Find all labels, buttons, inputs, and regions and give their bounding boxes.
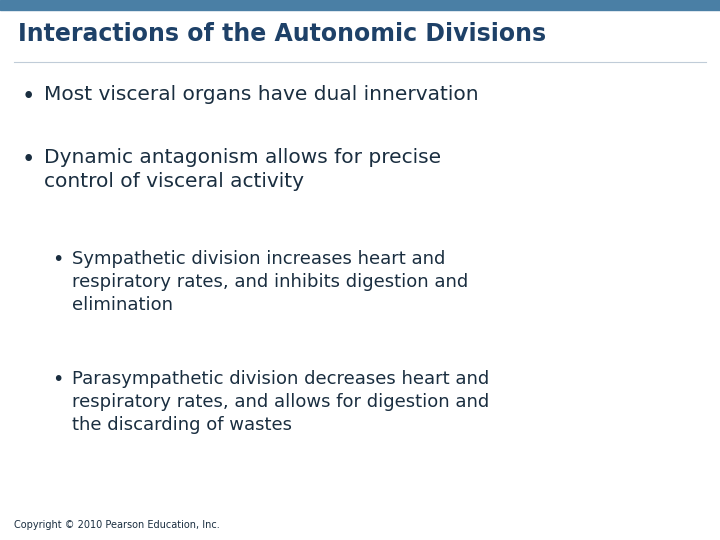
Text: Sympathetic division increases heart and
respiratory rates, and inhibits digesti: Sympathetic division increases heart and… — [72, 250, 468, 314]
Text: Interactions of the Autonomic Divisions: Interactions of the Autonomic Divisions — [18, 22, 546, 46]
Text: •: • — [52, 370, 63, 389]
Text: •: • — [22, 148, 35, 171]
Text: Parasympathetic division decreases heart and
respiratory rates, and allows for d: Parasympathetic division decreases heart… — [72, 370, 490, 434]
Text: Most visceral organs have dual innervation: Most visceral organs have dual innervati… — [44, 85, 479, 104]
Text: Dynamic antagonism allows for precise
control of visceral activity: Dynamic antagonism allows for precise co… — [44, 148, 441, 191]
Bar — [0, 0, 720, 10]
Text: •: • — [22, 85, 35, 108]
Text: Copyright © 2010 Pearson Education, Inc.: Copyright © 2010 Pearson Education, Inc. — [14, 520, 220, 530]
Text: •: • — [52, 250, 63, 269]
